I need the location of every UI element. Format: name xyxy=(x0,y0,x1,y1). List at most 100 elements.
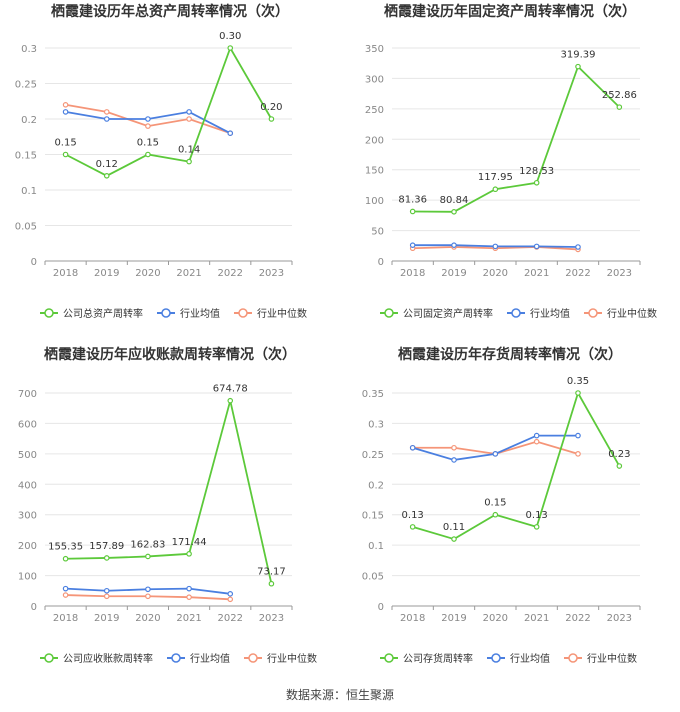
x-tick-label: 2022 xyxy=(565,613,590,624)
data-label: 171.44 xyxy=(172,537,207,548)
data-label: 128.53 xyxy=(519,166,554,177)
series-point-median xyxy=(575,451,581,457)
legend-item-avg: 行业均值 xyxy=(157,307,220,320)
data-label: 0.13 xyxy=(402,510,424,521)
chart-panel-2: 栖霞建设历年固定资产周转率情况（次） 0 50 100 150 200 250 300 350 2… xyxy=(365,3,657,320)
legend-marker xyxy=(511,308,521,318)
series-point-company xyxy=(227,45,234,51)
y-tick-label: 0 xyxy=(31,602,37,613)
chart-legend: 公司存货周转率 行业均值 行业中位数 xyxy=(380,652,637,665)
series-point-median xyxy=(533,438,540,445)
legend-item-company: 公司应收账款周转率 xyxy=(40,652,153,665)
series-point-median xyxy=(227,596,234,603)
legend-label: 行业均值 xyxy=(180,307,220,320)
series-point-company xyxy=(451,536,457,542)
x-tick-label: 2021 xyxy=(176,268,201,279)
legend-label: 行业中位数 xyxy=(267,652,317,665)
series-point-company xyxy=(409,208,416,215)
y-tick-label: 350 xyxy=(365,44,384,55)
series-point-median xyxy=(186,116,192,122)
legend-marker xyxy=(384,653,394,663)
data-label: 252.86 xyxy=(602,90,637,101)
legend-marker xyxy=(384,308,394,318)
y-tick-label: 400 xyxy=(18,480,37,491)
x-tick-label: 2018 xyxy=(53,268,78,279)
x-tick-label: 2022 xyxy=(565,268,590,279)
series-point-avg xyxy=(451,242,457,248)
y-tick-label: 100 xyxy=(18,572,37,583)
chart-title: 栖霞建设历年固定资产周转率情况（次） xyxy=(384,3,636,20)
series-point-avg xyxy=(533,432,540,439)
series-point-company xyxy=(492,186,499,193)
data-label: 157.89 xyxy=(89,541,124,552)
x-tick-label: 2023 xyxy=(607,268,632,279)
x-tick-label: 2020 xyxy=(483,268,508,279)
data-label: 0.12 xyxy=(96,159,118,170)
series-point-company xyxy=(533,179,540,186)
series-point-median xyxy=(103,593,110,600)
series-point-company xyxy=(451,209,457,215)
y-tick-label: 0.15 xyxy=(362,511,384,522)
x-tick-label: 2020 xyxy=(483,613,508,624)
x-tick-label: 2023 xyxy=(259,268,284,279)
y-tick-label: 300 xyxy=(18,511,37,522)
chart-title: 栖霞建设历年应收账款周转率情况（次） xyxy=(44,346,296,363)
series-point-median xyxy=(451,444,457,451)
y-tick-label: 200 xyxy=(365,135,384,146)
series-line-company xyxy=(412,390,621,541)
data-label: 0.14 xyxy=(178,145,200,156)
series-point-median xyxy=(145,593,151,600)
chart-title: 栖霞建设历年存货周转率情况（次） xyxy=(398,346,622,363)
y-tick-label: 50 xyxy=(371,227,384,238)
legend-item-avg: 行业均值 xyxy=(487,652,550,665)
series-point-median xyxy=(145,123,151,129)
legend-label: 行业中位数 xyxy=(257,307,307,320)
data-source-name: 恒生聚源 xyxy=(346,688,395,702)
legend-item-median: 行业中位数 xyxy=(234,307,307,320)
y-tick-label: 0.2 xyxy=(21,115,37,126)
series-point-company xyxy=(268,116,275,122)
series-point-avg xyxy=(145,116,151,122)
series-point-avg xyxy=(409,444,416,451)
series-point-avg xyxy=(492,451,499,457)
y-tick-label: 0.25 xyxy=(362,450,384,461)
chart-legend: 公司总资产周转率 行业均值 行业中位数 xyxy=(40,307,307,320)
series-point-company xyxy=(186,158,192,165)
series-point-avg xyxy=(575,244,581,250)
data-label: 674.78 xyxy=(213,384,248,395)
legend-marker xyxy=(44,308,54,318)
y-tick-label: 0.05 xyxy=(15,222,37,233)
series-point-median xyxy=(186,594,192,600)
legend-marker xyxy=(248,653,258,663)
series-point-company xyxy=(409,524,416,530)
x-tick-label: 2019 xyxy=(94,268,119,279)
x-tick-label: 2018 xyxy=(400,268,425,279)
series-point-median xyxy=(62,592,69,598)
data-label: 0.15 xyxy=(54,138,76,149)
y-tick-label: 0.2 xyxy=(368,480,384,491)
series-point-avg xyxy=(186,585,192,592)
y-tick-label: 0.3 xyxy=(21,44,37,55)
data-label: 155.35 xyxy=(48,542,83,553)
series-point-company xyxy=(616,463,623,469)
series-point-company xyxy=(62,151,69,158)
legend-item-median: 行业中位数 xyxy=(244,652,317,665)
legend-label: 行业均值 xyxy=(190,652,230,665)
x-tick-label: 2021 xyxy=(524,268,549,279)
y-tick-label: 500 xyxy=(18,450,37,461)
data-label: 0.20 xyxy=(260,102,282,113)
legend-marker xyxy=(491,653,501,663)
series-point-company xyxy=(186,551,192,557)
x-tick-label: 2018 xyxy=(400,613,425,624)
series-point-company xyxy=(575,63,581,70)
legend-marker xyxy=(161,308,171,318)
series-point-company xyxy=(103,555,110,561)
series-point-company xyxy=(62,555,69,562)
data-label: 0.11 xyxy=(443,522,465,533)
x-tick-label: 2019 xyxy=(441,613,466,624)
series-point-company xyxy=(616,104,623,110)
y-tick-label: 300 xyxy=(365,74,384,85)
series-point-avg xyxy=(62,585,69,592)
legend-item-median: 行业中位数 xyxy=(584,307,657,320)
y-tick-label: 0 xyxy=(31,257,37,268)
